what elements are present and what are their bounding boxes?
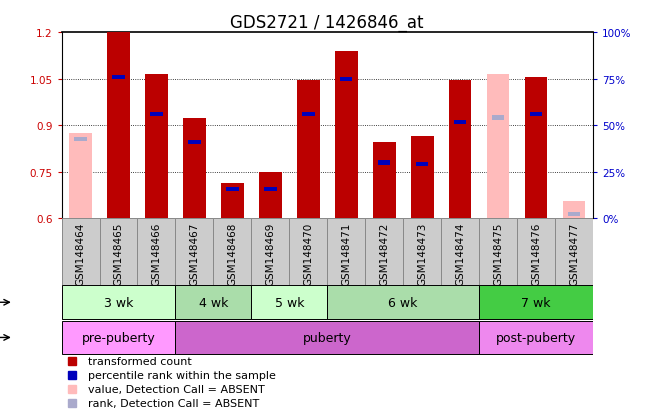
Text: value, Detection Call = ABSENT: value, Detection Call = ABSENT [88, 385, 265, 394]
Bar [251, 219, 289, 285]
Text: transformed count: transformed count [88, 357, 192, 367]
Text: GSM148475: GSM148475 [493, 222, 503, 285]
Bar [297, 81, 319, 219]
Text: GSM148464: GSM148464 [76, 222, 86, 285]
Bar [302, 113, 314, 117]
Text: rank, Detection Call = ABSENT: rank, Detection Call = ABSENT [88, 399, 259, 408]
Bar [517, 219, 555, 285]
Bar [62, 286, 176, 319]
Text: GSM148470: GSM148470 [303, 222, 313, 285]
Bar [137, 219, 176, 285]
Bar [176, 286, 251, 319]
Bar [183, 118, 206, 219]
Bar [176, 321, 479, 354]
Text: 7 wk: 7 wk [521, 296, 551, 309]
Bar [335, 52, 358, 219]
Bar [411, 137, 434, 219]
Bar [487, 75, 509, 219]
Bar [69, 134, 92, 219]
Bar [75, 138, 87, 142]
Bar [327, 219, 365, 285]
Bar [454, 121, 467, 125]
Text: GSM148471: GSM148471 [341, 222, 351, 285]
Bar [327, 286, 479, 319]
Bar [479, 321, 593, 354]
Text: puberty: puberty [303, 331, 352, 344]
Bar [145, 75, 168, 219]
Bar [525, 78, 548, 219]
Text: percentile rank within the sample: percentile rank within the sample [88, 370, 276, 380]
Bar [112, 76, 125, 80]
Text: GSM148476: GSM148476 [531, 222, 541, 285]
Bar [251, 286, 327, 319]
Bar [441, 219, 479, 285]
Title: GDS2721 / 1426846_at: GDS2721 / 1426846_at [231, 14, 424, 32]
Text: 6 wk: 6 wk [388, 296, 418, 309]
Bar [289, 219, 327, 285]
Bar [529, 113, 542, 117]
Bar [62, 321, 176, 354]
Bar [213, 219, 251, 285]
Text: GSM148473: GSM148473 [417, 222, 427, 285]
Bar [555, 219, 593, 285]
Text: GSM148469: GSM148469 [265, 222, 275, 285]
Bar [107, 33, 130, 219]
Bar [100, 219, 137, 285]
Bar [373, 143, 395, 219]
Text: pre-puberty: pre-puberty [82, 331, 156, 344]
Bar [226, 188, 238, 192]
Bar [150, 113, 163, 117]
Bar [403, 219, 441, 285]
Text: post-puberty: post-puberty [496, 331, 576, 344]
Bar [378, 161, 391, 165]
Text: GSM148468: GSM148468 [227, 222, 237, 285]
Bar [492, 116, 504, 120]
Text: GSM148477: GSM148477 [569, 222, 579, 285]
Text: GSM148466: GSM148466 [152, 222, 161, 285]
Bar [479, 219, 517, 285]
Bar [562, 202, 585, 219]
Bar [62, 219, 100, 285]
Text: 5 wk: 5 wk [275, 296, 304, 309]
Bar [416, 163, 428, 167]
Text: GSM148474: GSM148474 [455, 222, 465, 285]
Bar [479, 286, 593, 319]
Bar [176, 219, 213, 285]
Bar [448, 81, 472, 219]
Text: 4 wk: 4 wk [199, 296, 228, 309]
Bar [188, 141, 201, 145]
Text: GSM148472: GSM148472 [379, 222, 389, 285]
Bar [221, 183, 244, 219]
Text: GSM148467: GSM148467 [189, 222, 200, 285]
Bar [340, 78, 353, 81]
Text: 3 wk: 3 wk [104, 296, 133, 309]
Text: GSM148465: GSM148465 [113, 222, 124, 285]
Bar [365, 219, 403, 285]
Bar [568, 212, 580, 216]
Bar [259, 172, 282, 219]
Bar [264, 188, 277, 192]
